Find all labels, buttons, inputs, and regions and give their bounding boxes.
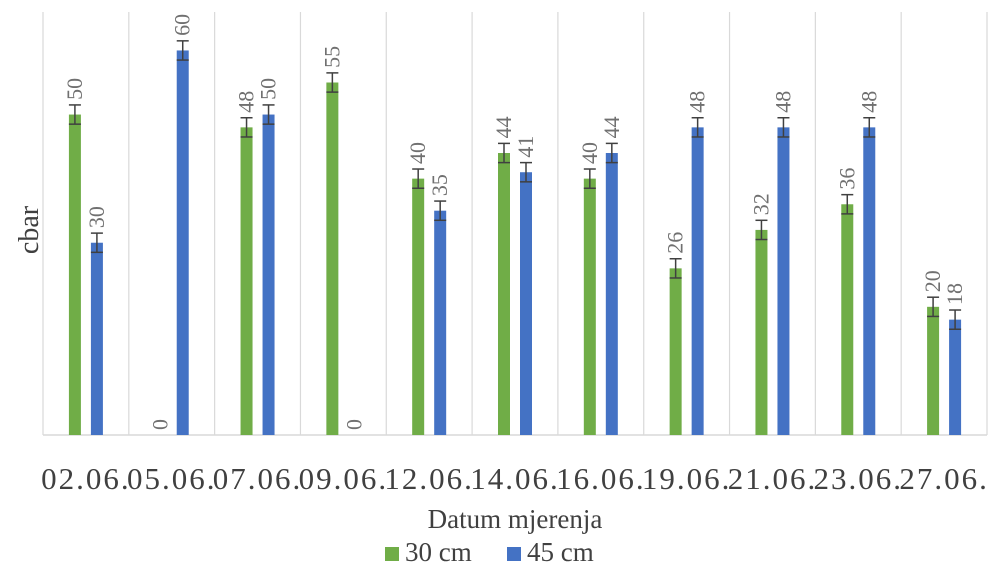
bar-30cm [583, 178, 596, 436]
bar-45cm [691, 127, 704, 435]
data-label: 20 [920, 270, 945, 292]
x-tick-label: 14.06. [470, 461, 560, 496]
x-tick-label: 19.06. [642, 461, 732, 496]
data-label: 0 [148, 419, 173, 430]
x-tick-label: 07.06. [213, 461, 303, 496]
x-tick-label: 21.06. [728, 461, 818, 496]
bars-group [68, 50, 962, 436]
data-label: 48 [685, 91, 710, 113]
bar-30cm [755, 229, 768, 435]
bar-30cm [412, 178, 425, 436]
data-label: 18 [942, 283, 967, 305]
bar-45cm [863, 127, 876, 435]
bar-45cm [176, 50, 189, 436]
bar-30cm [326, 82, 339, 435]
bar-45cm [90, 242, 103, 435]
data-label: 50 [256, 78, 281, 100]
bar-45cm [777, 127, 790, 435]
legend-swatch [507, 547, 521, 561]
data-label: 60 [170, 14, 195, 36]
data-label: 41 [513, 136, 538, 158]
bar-30cm [68, 114, 81, 435]
data-label: 40 [577, 142, 602, 164]
data-label: 48 [856, 91, 881, 113]
x-tick-label: 12.06. [384, 461, 474, 496]
legend-swatch [385, 547, 399, 561]
data-label: 44 [599, 116, 624, 138]
x-tick-label: 23.06. [814, 461, 904, 496]
bar-45cm [949, 319, 962, 435]
data-label: 50 [62, 78, 87, 100]
x-tick-label: 09.06. [299, 461, 389, 496]
x-tick-label: 27.06. [899, 461, 989, 496]
data-label: 44 [491, 116, 516, 138]
x-axis-label: Datum mjerenja [428, 504, 603, 534]
data-label: 36 [834, 168, 859, 190]
data-label: 0 [341, 419, 366, 430]
bar-30cm [669, 268, 682, 435]
data-label: 35 [427, 174, 452, 196]
x-tick-label: 02.06. [41, 461, 131, 496]
data-label: 26 [663, 232, 688, 254]
data-label: 48 [770, 91, 795, 113]
x-tick-label: 05.06. [127, 461, 217, 496]
bar-45cm [520, 172, 532, 435]
error-bars-group [68, 40, 962, 330]
bar-45cm [262, 114, 275, 435]
legend: 30 cm 45 cm [385, 537, 594, 567]
bar-45cm [434, 210, 447, 435]
bar-30cm [841, 204, 854, 435]
x-tick-label: 16.06. [556, 461, 646, 496]
gridlines [42, 12, 988, 435]
data-label: 40 [405, 142, 430, 164]
bar-30cm [240, 127, 253, 435]
data-label: 32 [748, 193, 773, 215]
y-axis-label: cbar [14, 205, 45, 254]
legend-label: 30 cm [405, 537, 472, 567]
legend-label: 45 cm [527, 537, 594, 567]
x-tick-labels: 02.06.05.06.07.06.09.06.12.06.14.06.16.0… [41, 461, 989, 496]
data-label: 55 [319, 46, 344, 68]
bar-45cm [605, 153, 618, 435]
bar-30cm [498, 153, 510, 435]
data-label: 30 [84, 206, 109, 228]
bar-30cm [927, 306, 940, 435]
data-label: 48 [234, 91, 259, 113]
